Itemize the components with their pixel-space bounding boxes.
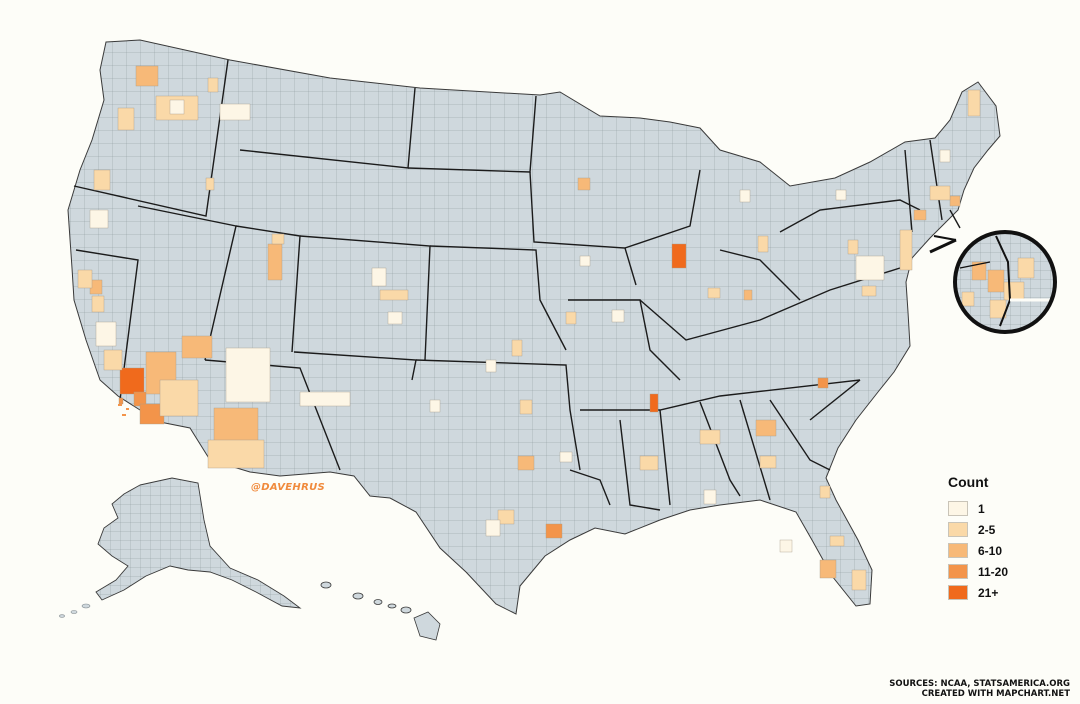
credit-line: CREATED WITH MAPCHART.NET (921, 689, 1070, 699)
county-2-5 (757, 235, 769, 253)
legend-swatch (948, 564, 968, 579)
county-1 (703, 489, 717, 505)
county-1 (95, 321, 117, 347)
county-2-5 (929, 185, 951, 201)
county-6-10 (743, 289, 753, 301)
county-6-10 (213, 407, 259, 443)
legend-label: 21+ (978, 585, 999, 600)
county-2-5 (829, 535, 845, 547)
sources-line: SOURCES: NCAA, STATSAMERICA.ORG (889, 679, 1070, 689)
county-1 (779, 539, 793, 553)
nyc-inset (929, 230, 1057, 334)
county-6-10 (913, 209, 927, 221)
county-1 (835, 189, 847, 201)
county-6-10 (181, 335, 213, 359)
legend-item: 2-5 (948, 519, 1058, 540)
county-2-5 (565, 311, 577, 325)
county-2-5 (93, 169, 111, 191)
county-2-5 (117, 107, 135, 131)
legend-swatch (948, 522, 968, 537)
county-2-5 (851, 569, 867, 591)
legend-swatch (948, 543, 968, 558)
legend-item: 1 (948, 498, 1058, 519)
legend-item: 6-10 (948, 540, 1058, 561)
county-2-5 (967, 89, 981, 117)
county-2-5 (103, 349, 123, 371)
county-2-5 (205, 177, 215, 191)
legend-label: 6-10 (978, 543, 1003, 558)
county-1 (559, 451, 573, 463)
county-1 (579, 255, 591, 267)
county-6-10 (755, 419, 777, 437)
county-2-5 (77, 269, 93, 289)
county-1 (89, 209, 109, 229)
county-2-5 (519, 399, 533, 415)
county-2-5 (497, 509, 515, 525)
county-2-5 (699, 429, 721, 445)
legend-item: 21+ (948, 582, 1058, 603)
author-watermark: @DAVEHRUS (251, 482, 326, 493)
legend-label: 2-5 (978, 522, 996, 537)
county-2-5 (899, 229, 913, 271)
county-2-5 (271, 233, 285, 245)
county-1 (939, 149, 951, 163)
legend-label: 11-20 (978, 564, 1009, 579)
legend-swatch (948, 501, 968, 516)
county-11-20 (118, 397, 124, 405)
county-2-5 (159, 379, 199, 417)
county-2-5 (207, 439, 265, 469)
county-1 (299, 391, 351, 407)
hawaii-islands (320, 581, 441, 641)
contiguous-us-landmass (67, 39, 1001, 615)
county-6-10 (267, 243, 283, 281)
county-2-5 (759, 455, 777, 469)
county-21plus (649, 393, 659, 413)
county-6-10 (135, 65, 159, 87)
county-6-10 (577, 177, 591, 191)
county-2-5 (379, 289, 409, 301)
county-1 (739, 189, 751, 203)
alaska-landmass (95, 477, 302, 609)
legend-item: 11-20 (948, 561, 1058, 582)
county-2-5 (819, 485, 831, 499)
alaska-islands (59, 603, 91, 618)
county-6-10 (949, 195, 961, 207)
county-2-5 (91, 295, 105, 313)
county-2-5 (207, 77, 219, 93)
county-1 (371, 267, 387, 287)
county-1 (225, 347, 271, 403)
county-21plus (119, 367, 145, 395)
legend-swatch (948, 585, 968, 600)
sources-credit: SOURCES: NCAA, STATSAMERICA.ORG CREATED … (889, 679, 1070, 699)
county-1 (219, 103, 251, 121)
county-1 (611, 309, 625, 323)
county-6-10 (517, 455, 535, 471)
county-2-5 (707, 287, 721, 299)
highlighted-counties (77, 65, 981, 591)
channel-islands (118, 404, 129, 416)
county-2-5 (511, 339, 523, 357)
county-2-5 (861, 285, 877, 297)
county-11-20 (817, 377, 829, 389)
county-2-5 (639, 455, 659, 471)
map-legend: Count 1 2-5 6-10 11-20 21+ (948, 474, 1058, 603)
county-1 (485, 519, 501, 537)
legend-title: Count (948, 474, 989, 490)
county-1 (429, 399, 441, 413)
county-1 (169, 99, 185, 115)
county-11-20 (545, 523, 563, 539)
county-21plus (671, 243, 687, 269)
legend-label: 1 (978, 501, 985, 516)
county-2-5 (847, 239, 859, 255)
county-1 (485, 359, 497, 373)
county-1 (387, 311, 403, 325)
county-6-10 (819, 559, 837, 579)
county-1 (855, 255, 885, 281)
